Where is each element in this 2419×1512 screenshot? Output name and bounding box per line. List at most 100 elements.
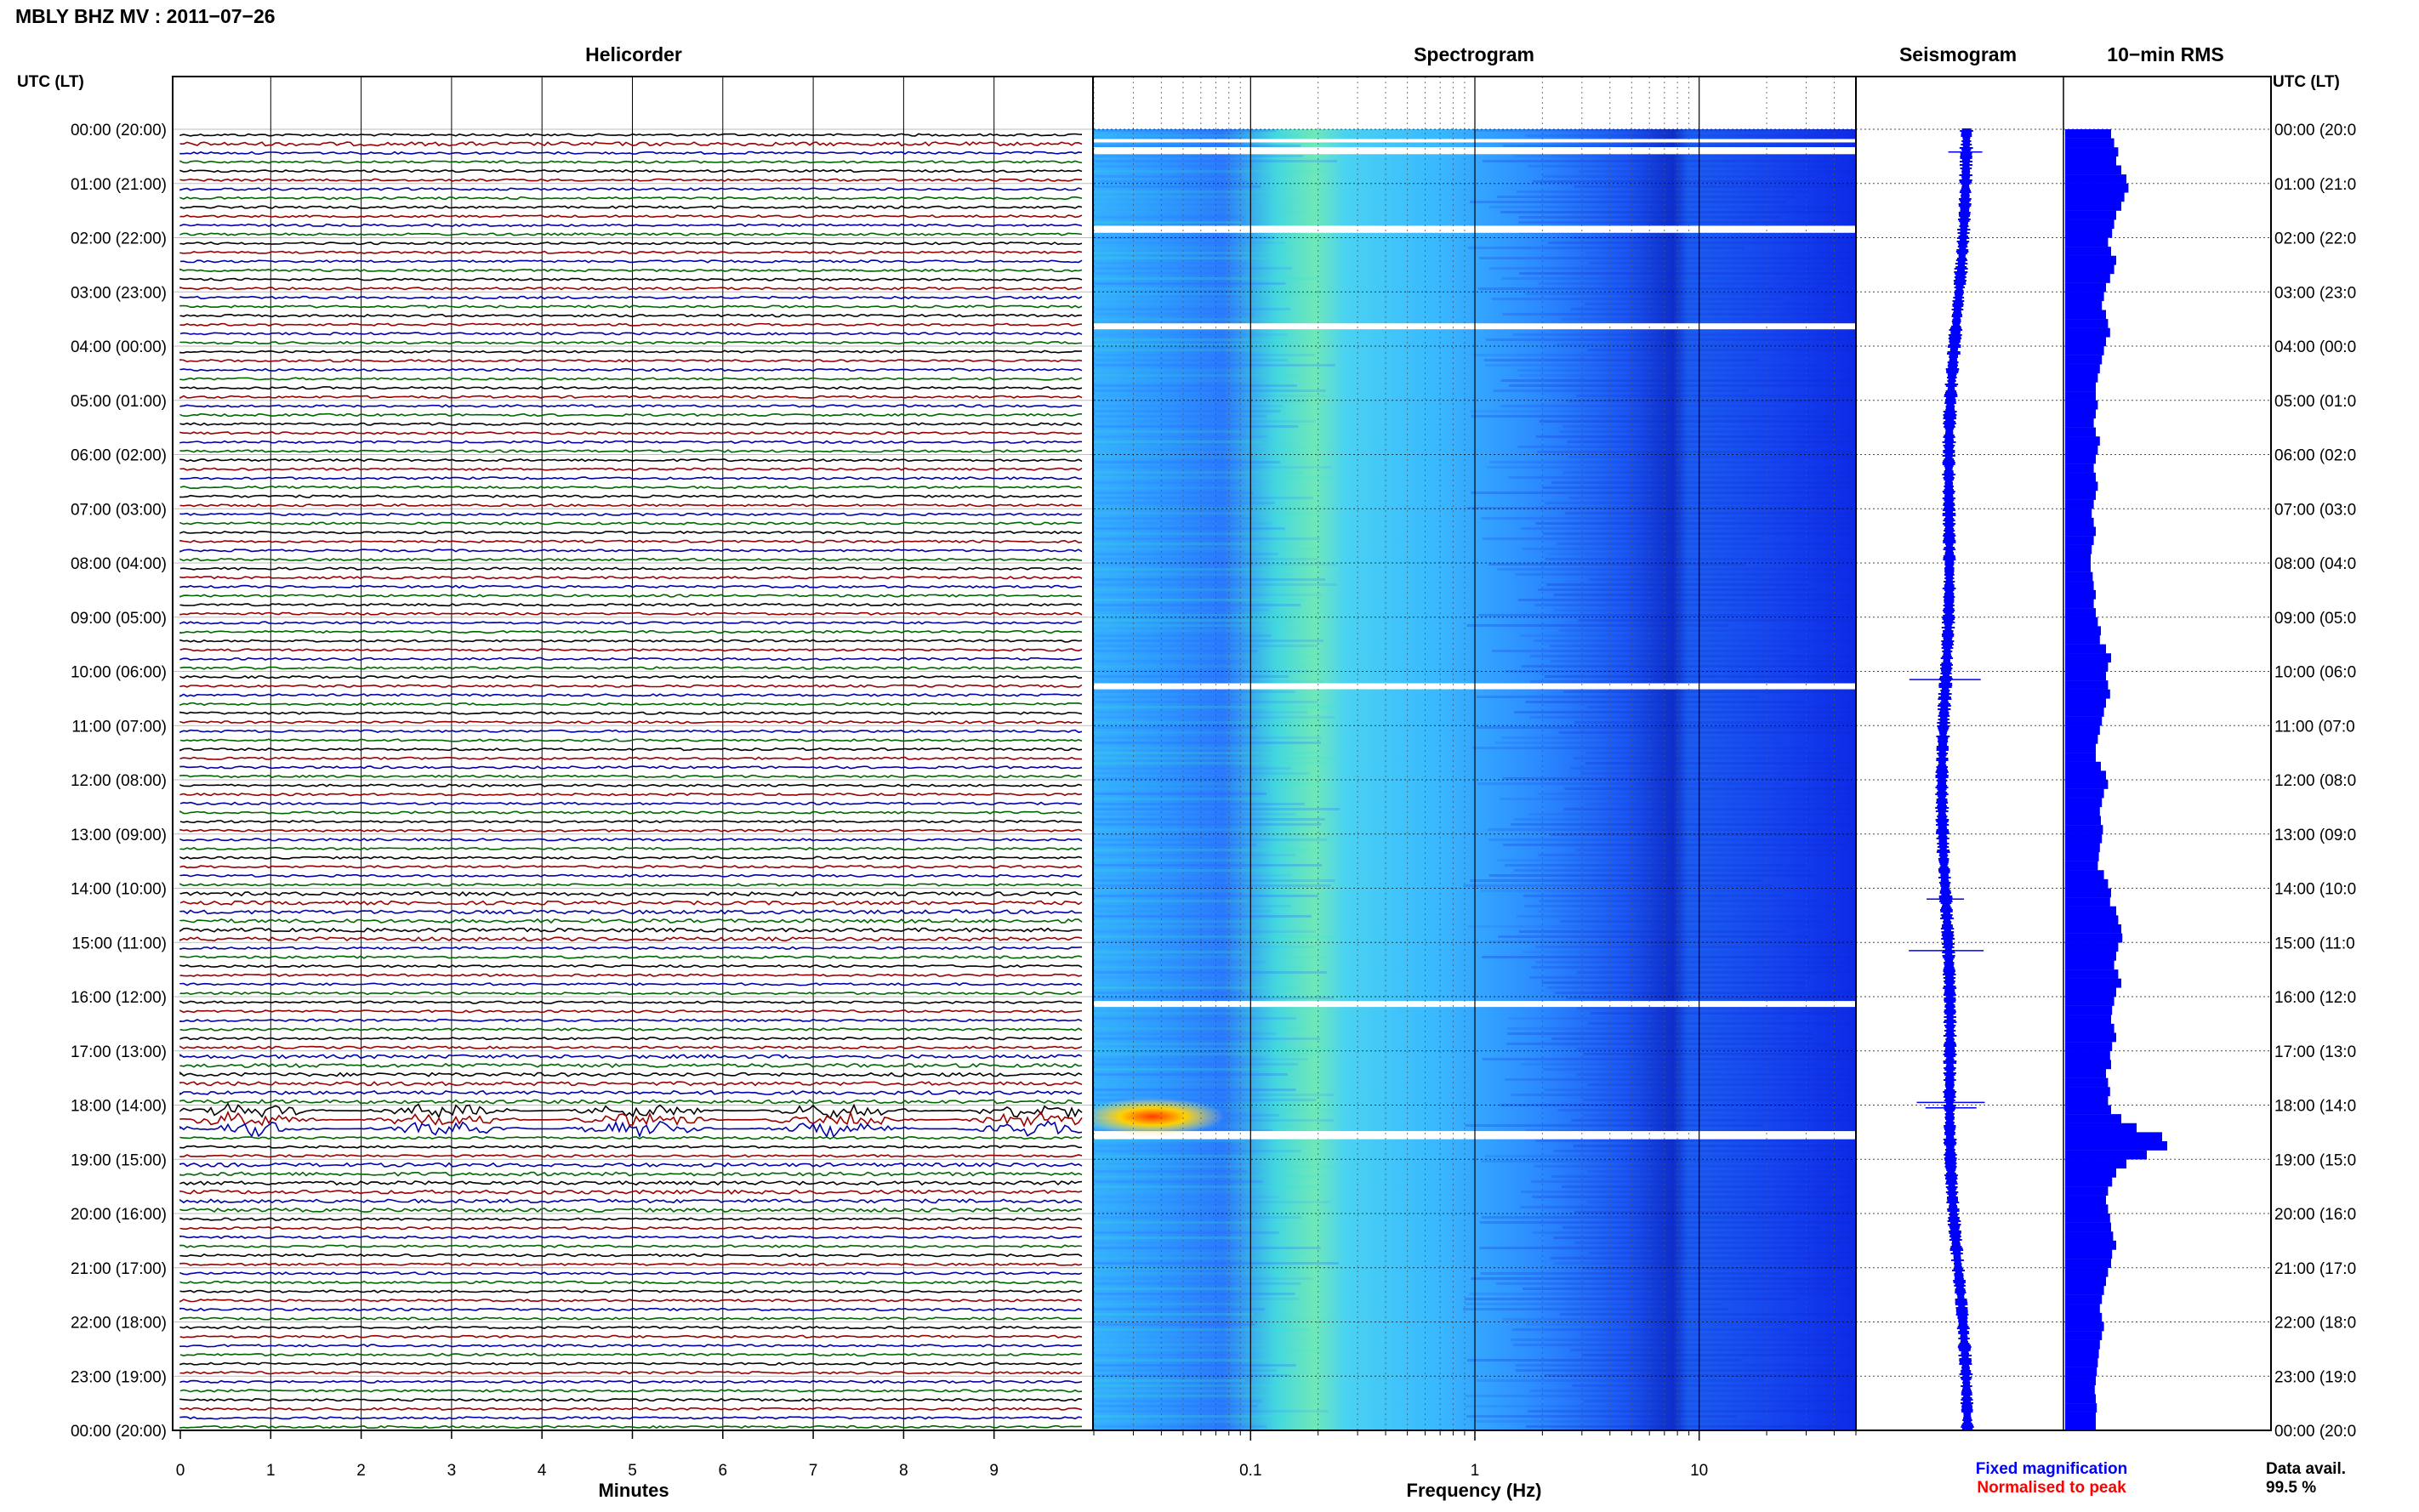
spectrogram-row — [1094, 349, 1275, 351]
hour-label-left: 19:00 (15:00) — [71, 1151, 167, 1169]
spectrogram-row — [1094, 185, 1261, 188]
spectrogram-row — [1587, 1170, 1856, 1173]
spectrogram-row — [1521, 527, 1856, 530]
helicorder-trace — [179, 422, 1083, 426]
spectrogram-row — [1500, 798, 1853, 800]
spectrogram-row — [1517, 446, 1819, 448]
spectrogram-row — [1094, 395, 1327, 397]
spectrogram-row — [1537, 588, 1820, 591]
helicorder-trace — [179, 1334, 1083, 1339]
spectrogram-row — [1094, 716, 1335, 719]
spectrogram-row — [1094, 1191, 1249, 1193]
spectrogram-row — [1467, 1359, 1742, 1361]
helicorder-trace — [179, 1299, 1083, 1303]
rms-bar — [2065, 472, 2096, 482]
spectrogram-row — [1094, 1257, 1278, 1259]
helicorder-trace — [179, 1371, 1083, 1375]
spectrogram-row — [1480, 890, 1804, 892]
rms-bar — [2065, 780, 2109, 789]
rms-bar — [2065, 202, 2121, 211]
normalised-to-peak-legend: Normalised to peak — [1977, 1479, 2126, 1497]
helicorder-trace — [179, 584, 1083, 589]
spectrogram-row — [1094, 298, 1265, 300]
minute-tick-label: 5 — [628, 1462, 637, 1480]
spectrogram-row — [1522, 548, 1853, 550]
spectrogram-row — [1094, 1185, 1317, 1188]
helicorder-trace — [179, 729, 1083, 734]
spectrogram-row — [1578, 619, 1856, 622]
rms-bar — [2065, 689, 2110, 699]
spectrogram-row — [1511, 1328, 1790, 1331]
right-axis-header: UTC (LT) — [2273, 73, 2340, 91]
spectrogram-row — [1515, 1364, 1841, 1367]
helicorder-trace — [179, 1407, 1083, 1411]
rms-bar — [2065, 1060, 2111, 1070]
rms-bar — [2065, 1105, 2111, 1115]
helicorder-panel — [173, 77, 1093, 1431]
spectrogram-row — [1568, 456, 1856, 458]
spectrogram-row — [1094, 711, 1308, 713]
spectrogram-row — [1580, 1333, 1856, 1336]
spectrogram-row — [1094, 461, 1281, 463]
rms-bar — [2065, 1141, 2167, 1151]
spectrogram-row — [1581, 1267, 1856, 1270]
rms-bar — [2065, 1412, 2096, 1422]
rms-bar — [2065, 210, 2116, 220]
helicorder-trace — [179, 250, 1083, 254]
spectrogram-row — [1471, 415, 1835, 418]
spectrogram-row — [1094, 410, 1281, 412]
spectrogram-row — [1587, 1083, 1856, 1086]
spectrogram-row — [1481, 1216, 1790, 1219]
spectrogram-row — [1094, 466, 1331, 469]
spectrogram-row — [1573, 757, 1839, 759]
spectrogram-row — [1094, 599, 1306, 601]
spectrogram-row — [1094, 634, 1272, 637]
helicorder-trace — [179, 1110, 1083, 1128]
spectrogram-row — [1521, 665, 1856, 668]
spectrogram-row — [1094, 767, 1292, 770]
spectrogram-row — [1094, 481, 1241, 484]
spectrogram-row — [1508, 1017, 1785, 1020]
spectrogram-row — [1478, 287, 1819, 290]
spectrogram-row — [1094, 726, 1256, 729]
spectrogram-row — [1094, 696, 1241, 698]
helicorder-trace — [179, 846, 1083, 851]
spectrogram-row — [1094, 1364, 1296, 1367]
spectrogram-row — [1094, 537, 1320, 540]
spectrogram-row — [1569, 767, 1856, 770]
rms-bar — [2065, 906, 2116, 916]
helicorder-trace — [179, 1253, 1083, 1258]
spectrogram-row — [1094, 823, 1322, 826]
helicorder-trace — [179, 295, 1083, 300]
spectrogram-row — [1574, 185, 1856, 188]
spectrogram-row — [1094, 1308, 1266, 1310]
rms-bar — [2065, 165, 2121, 175]
spectrogram-row — [1094, 446, 1330, 448]
helicorder-trace — [179, 1009, 1083, 1014]
helicorder-trace — [179, 196, 1083, 201]
rms-bar — [2065, 1394, 2096, 1404]
helicorder-trace — [179, 512, 1083, 517]
spectrogram-row — [1094, 1277, 1313, 1280]
rms-bar — [2065, 599, 2094, 609]
spectrogram-row — [1482, 160, 1826, 162]
hour-label-left: 04:00 (00:00) — [71, 338, 167, 356]
helicorder-trace — [179, 657, 1083, 662]
spectrogram-row — [1094, 619, 1292, 622]
spectrogram-row — [1094, 196, 1262, 198]
rms-bar — [2065, 608, 2096, 617]
spectrogram-row — [1094, 1068, 1295, 1071]
spectrogram-row — [1094, 1140, 1245, 1142]
spectrogram-row — [1463, 1308, 1728, 1310]
seismogram-title: Seismogram — [1899, 43, 2017, 65]
spectrogram-row — [1094, 1328, 1310, 1331]
spectrogram-row — [1572, 1384, 1856, 1387]
helicorder-trace — [179, 1099, 1083, 1105]
spectrogram-row — [1094, 1349, 1323, 1351]
spectrogram-row — [1481, 1160, 1835, 1162]
spectrogram-row — [1497, 568, 1842, 571]
spectrogram-row — [1094, 543, 1260, 545]
spectrogram-row — [1520, 1191, 1829, 1193]
spectrogram-row — [1574, 721, 1856, 724]
spectrogram-row — [1587, 349, 1856, 351]
